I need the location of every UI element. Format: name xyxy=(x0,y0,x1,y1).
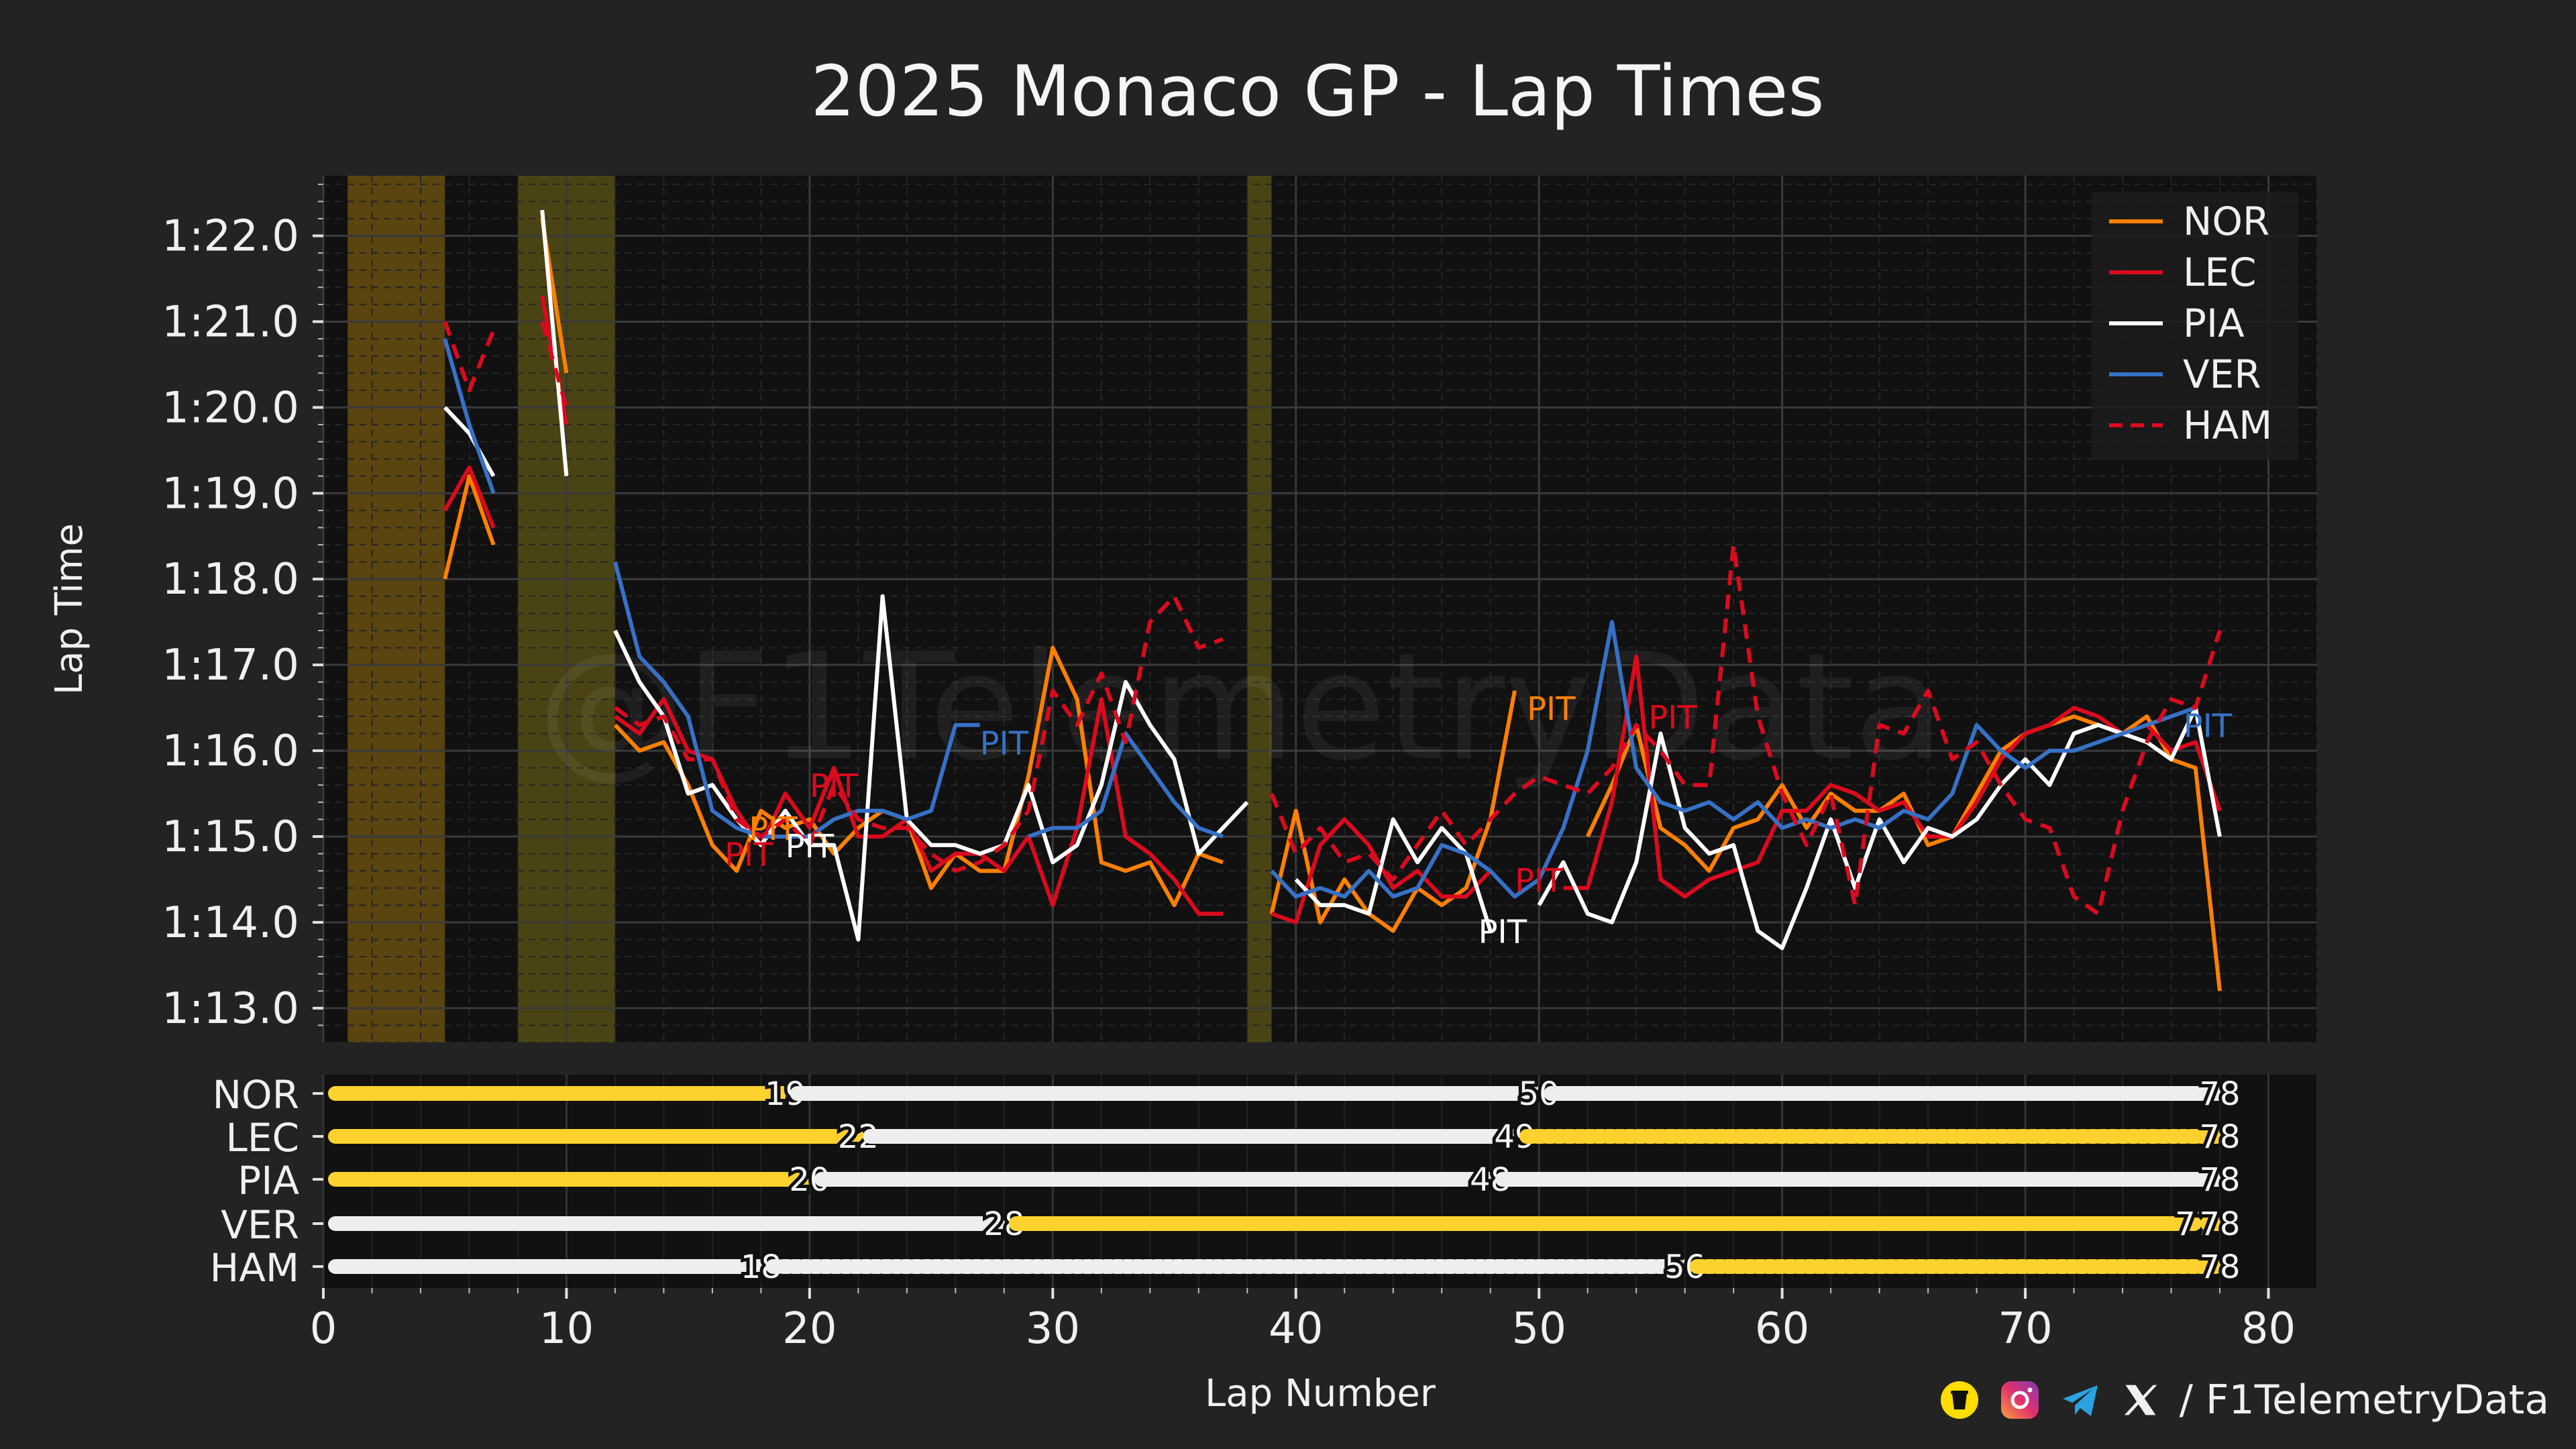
pit-label: PIT xyxy=(786,828,835,865)
y-tick-label: 1:15.0 xyxy=(162,812,299,862)
pit-label: PIT xyxy=(980,724,1029,762)
stint-end-label: 78 xyxy=(2199,1248,2240,1286)
stint-driver-label: PIA xyxy=(237,1158,299,1203)
y-tick-label: 1:19.0 xyxy=(162,469,299,519)
legend-box xyxy=(2092,192,2298,460)
stint-end-label: 78 xyxy=(2199,1205,2240,1243)
series-line-pia xyxy=(613,594,1249,942)
series-line-ver xyxy=(443,338,496,494)
series-line-nor xyxy=(443,474,496,580)
series-line-ver xyxy=(612,561,980,839)
pit-label: PIT xyxy=(1515,862,1564,900)
series-line-ver xyxy=(1270,620,2196,899)
stint-end-label: 78 xyxy=(2199,1075,2240,1113)
legend-label: HAM xyxy=(2183,402,2272,448)
y-tick-label: 1:18.0 xyxy=(162,555,299,604)
y-tick-label: 1:17.0 xyxy=(162,641,299,690)
footer-handle: / F1TelemetryData xyxy=(2179,1377,2549,1424)
pit-label: PIT xyxy=(810,767,859,805)
x-tick-label: 50 xyxy=(1511,1304,1566,1354)
yellow-flag-band xyxy=(347,176,445,1042)
x-axis-label: Lap Number xyxy=(1205,1372,1436,1415)
x-tick-label: 60 xyxy=(1755,1304,1809,1354)
x-tick-label: 10 xyxy=(539,1304,594,1354)
buymeacoffee-icon[interactable] xyxy=(1938,1379,1981,1421)
y-tick-label: 1:20.0 xyxy=(162,383,299,433)
legend-label: LEC xyxy=(2183,250,2256,295)
instagram-icon[interactable] xyxy=(1998,1379,2041,1421)
legend-label: NOR xyxy=(2183,199,2269,244)
series-line-pia xyxy=(540,209,569,476)
main-plot-background xyxy=(323,176,2317,1042)
y-tick-label: 1:16.0 xyxy=(162,727,299,776)
legend-label: VER xyxy=(2183,352,2261,397)
series-line-ham xyxy=(540,321,569,409)
legend: NOR LEC PIA VER HAM xyxy=(2092,192,2298,460)
stint-driver-label: VER xyxy=(221,1202,299,1248)
lap-times-panel: @F1TelemetryData PITPITPITPITPITPITPITPI… xyxy=(48,176,2318,1043)
x-tick-label: 40 xyxy=(1269,1304,1323,1354)
y-tick-label: 1:13.0 xyxy=(162,984,299,1034)
series-line-nor xyxy=(1269,690,1517,933)
x-tick-label: 70 xyxy=(1998,1304,2052,1354)
pit-label: PIT xyxy=(1479,914,1527,951)
x-icon[interactable] xyxy=(2119,1379,2162,1421)
series-ver xyxy=(443,338,2196,899)
series-line-lec xyxy=(614,697,1223,916)
stint-end-label: 78 xyxy=(2199,1118,2240,1156)
series-line-lec xyxy=(443,465,496,529)
y-tick-label: 1:22.0 xyxy=(162,212,299,262)
series-line-pia xyxy=(1537,706,2222,951)
x-axis-ticks: 0 10 20 30 40 50 60 70 80 xyxy=(310,1288,2296,1354)
stint-end-label: 78 xyxy=(2199,1161,2240,1199)
y-tick-label: 1:14.0 xyxy=(162,898,299,948)
y-axis-ticks: 1:13.0 1:14.0 1:15.0 1:16.0 1:17.0 1:18.0 1:19… xyxy=(162,183,323,1034)
chart-title: 2025 Monaco GP - Lap Times xyxy=(811,50,1825,132)
legend-label: PIA xyxy=(2183,301,2245,346)
pit-label: PIT xyxy=(1648,699,1697,737)
pit-label: PIT xyxy=(1527,690,1576,728)
y-axis-label: Lap Time xyxy=(48,523,91,695)
stint-end-label: 49 xyxy=(1494,1118,1535,1156)
series-line-ham xyxy=(443,321,496,392)
series-line-nor xyxy=(613,645,1224,908)
stint-driver-label: LEC xyxy=(226,1115,299,1161)
x-tick-label: 80 xyxy=(2241,1304,2296,1354)
lap-time-series xyxy=(443,209,2222,991)
series-line-pia xyxy=(1294,817,1493,932)
stint-driver-label: NOR xyxy=(213,1072,299,1118)
series-line-ver xyxy=(1028,731,1224,839)
x-tick-label: 0 xyxy=(310,1304,337,1354)
series-line-ham xyxy=(1269,543,2222,916)
stint-driver-label: HAM xyxy=(210,1245,299,1291)
y-tick-label: 1:21.0 xyxy=(162,297,299,347)
series-line-ham xyxy=(614,594,1224,873)
pit-label: PIT xyxy=(749,810,798,848)
telegram-icon[interactable] xyxy=(2059,1379,2102,1421)
series-line-pia xyxy=(443,406,496,478)
pit-label: PIT xyxy=(2184,708,2233,745)
x-tick-label: 20 xyxy=(782,1304,837,1354)
yellow-flag-band xyxy=(1247,176,1272,1042)
x-tick-label: 30 xyxy=(1026,1304,1080,1354)
series-ham xyxy=(443,321,2222,916)
series-line-lec xyxy=(1563,654,2222,899)
watermark: @F1TelemetryData xyxy=(537,621,1944,793)
series-pia xyxy=(443,209,2222,951)
footer: / F1TelemetryData xyxy=(1938,1370,2549,1430)
pit-label: PIT xyxy=(724,837,773,874)
